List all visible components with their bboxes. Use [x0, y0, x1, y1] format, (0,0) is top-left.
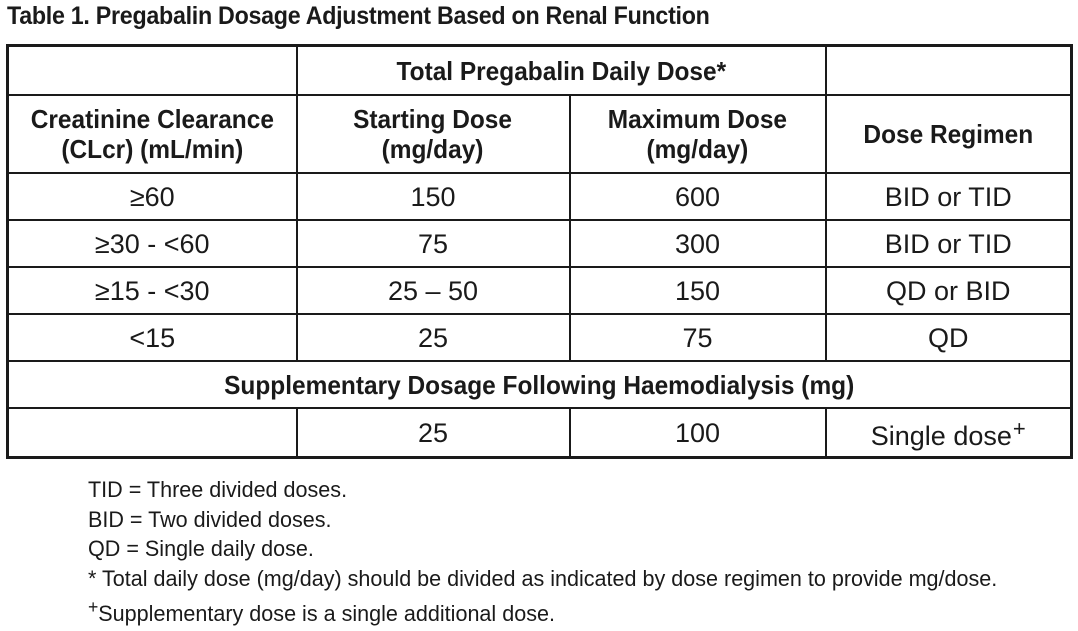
table-row-supplementary-header: Supplementary Dosage Following Haemodial…	[6, 360, 1073, 409]
column-header-maximum-dose-line2: (mg/day)	[646, 134, 749, 164]
cell-dose-regimen: QD	[824, 313, 1073, 362]
cell-supplementary-regimen: Single dose+	[824, 407, 1073, 459]
cell-clcr: ≥60	[6, 172, 298, 221]
cell-starting-dose: 75	[295, 219, 571, 268]
empty-cell	[824, 44, 1073, 96]
supplementary-header-cell: Supplementary Dosage Following Haemodial…	[6, 360, 1073, 409]
footnotes: TID = Three divided doses. BID = Two div…	[88, 475, 1016, 629]
cell-dose-regimen: BID or TID	[824, 219, 1073, 268]
footnote-plus: +Supplementary dose is a single addition…	[88, 593, 997, 629]
footnote-plus-text: Supplementary dose is a single additiona…	[98, 601, 555, 626]
supplementary-regimen-text: Single dose	[870, 421, 1012, 451]
table-row-supplementary: 25 100 Single dose+	[6, 407, 1073, 459]
cell-supplementary-starting-dose: 25	[295, 407, 571, 459]
cell-starting-dose: 25	[295, 313, 571, 362]
table-row-group-header: Total Pregabalin Daily Dose*	[6, 44, 1073, 96]
table-row: ≥15 - <30 25 – 50 150 QD or BID	[6, 266, 1073, 315]
column-header-clcr: Creatinine Clearance (CLcr) (mL/min)	[6, 94, 298, 174]
footnote-qd: QD = Single daily dose.	[88, 536, 314, 561]
group-header-cell: Total Pregabalin Daily Dose*	[295, 44, 827, 96]
column-header-starting-dose-line1: Starting Dose	[353, 104, 513, 134]
table-title: Table 1. Pregabalin Dosage Adjustment Ba…	[7, 2, 710, 30]
footnote-bid: BID = Two divided doses.	[88, 506, 332, 532]
column-header-dose-regimen: Dose Regimen	[824, 94, 1073, 174]
footnote-asterisk: * Total daily dose (mg/day) should be di…	[88, 565, 998, 591]
dosage-table: Total Pregabalin Daily Dose* Creatinine …	[6, 44, 1073, 459]
footnote-tid: TID = Three divided doses.	[88, 477, 348, 502]
group-header-text: Total Pregabalin Daily Dose*	[396, 55, 726, 86]
column-header-maximum-dose-line1: Maximum Dose	[607, 104, 788, 134]
table-row-column-headers: Creatinine Clearance (CLcr) (mL/min) Sta…	[6, 94, 1073, 174]
cell-dose-regimen: BID or TID	[824, 172, 1073, 221]
cell-maximum-dose: 600	[568, 172, 827, 221]
cell-dose-regimen: QD or BID	[824, 266, 1073, 315]
column-header-dose-regimen-text: Dose Regimen	[863, 119, 1034, 149]
supplementary-header-text: Supplementary Dosage Following Haemodial…	[224, 369, 855, 400]
table-row: ≥60 150 600 BID or TID	[6, 172, 1073, 221]
cell-clcr: ≥15 - <30	[6, 266, 298, 315]
column-header-clcr-line1: Creatinine Clearance	[30, 104, 274, 134]
cell-clcr: ≥30 - <60	[6, 219, 298, 268]
cell-maximum-dose: 300	[568, 219, 827, 268]
column-header-maximum-dose: Maximum Dose (mg/day)	[568, 94, 827, 174]
cell-maximum-dose: 75	[568, 313, 827, 362]
table-row: ≥30 - <60 75 300 BID or TID	[6, 219, 1073, 268]
cell-starting-dose: 25 – 50	[295, 266, 571, 315]
cell-starting-dose: 150	[295, 172, 571, 221]
cell-maximum-dose: 150	[568, 266, 827, 315]
column-header-clcr-line2: (CLcr) (mL/min)	[61, 134, 244, 164]
column-header-starting-dose-line2: (mg/day)	[382, 134, 484, 164]
cell-clcr-empty	[6, 407, 298, 459]
column-header-starting-dose: Starting Dose (mg/day)	[295, 94, 571, 174]
plus-marker: +	[1012, 416, 1026, 441]
cell-supplementary-maximum-dose: 100	[568, 407, 827, 459]
empty-cell	[6, 44, 298, 96]
cell-clcr: <15	[6, 313, 298, 362]
table-row: <15 25 75 QD	[6, 313, 1073, 362]
footnote-plus-marker: +	[88, 597, 99, 617]
